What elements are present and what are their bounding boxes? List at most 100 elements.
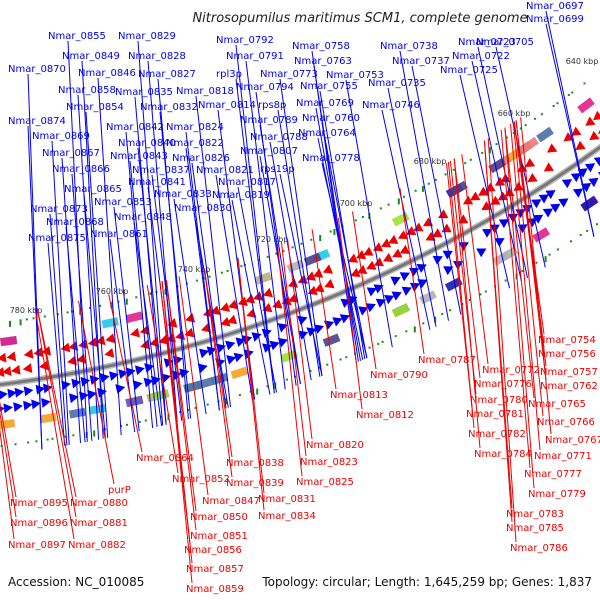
reverse-gene-label: Nmar_0825 (296, 477, 354, 488)
reverse-gene-label: Nmar_0834 (258, 511, 316, 522)
reverse-leader-line (352, 211, 377, 370)
forward-gene-arrow (332, 317, 343, 327)
label-leader-lines (0, 10, 595, 584)
forward-gene-label: Nmar_0822 (166, 138, 224, 149)
gc-mark (66, 311, 69, 314)
forward-gene-arrow (277, 337, 288, 348)
forward-gene-arrow (269, 340, 280, 351)
forward-gene-arrow (561, 179, 573, 189)
forward-leader-line (345, 79, 393, 348)
forward-leader-line (109, 238, 136, 433)
tick-label: 780 kbp (10, 306, 43, 315)
reverse-gene-arrow (130, 327, 140, 338)
forward-gene-label: Nmar_0827 (138, 69, 196, 80)
reverse-gene-arrow (219, 302, 230, 312)
reverse-leader-line (36, 308, 77, 518)
reverse-gene-label: Nmar_0783 (506, 509, 564, 520)
forward-gene-arrow (118, 369, 129, 379)
gc-mark (405, 330, 408, 333)
forward-gene-label: Nmar_0778 (302, 153, 360, 164)
cog-feature-box (532, 227, 551, 243)
forward-gene-arrow (391, 291, 402, 301)
reverse-gene-label: Nmar_0766 (537, 417, 595, 428)
reverse-gene-label: Nmar_0895 (10, 498, 68, 509)
reverse-leader-line (453, 158, 481, 449)
forward-gene-arrow (144, 363, 155, 373)
forward-gene-arrow (340, 298, 351, 308)
gc-mark (195, 279, 198, 282)
forward-gene-arrow (572, 188, 584, 198)
forward-gene-arrow (35, 384, 46, 395)
forward-gene-arrow (581, 183, 592, 193)
forward-gene-label: Nmar_0819 (212, 190, 270, 201)
gc-mark (557, 248, 559, 251)
forward-gene-label: Nmar_0855 (48, 31, 106, 42)
reverse-leader-line (510, 123, 541, 451)
gc-mark (72, 434, 75, 437)
cog-feature-box (0, 336, 17, 347)
reverse-gene-label: Nmar_0847 (202, 496, 260, 507)
forward-gene-label: Nmar_0746 (362, 100, 420, 111)
cog-feature-box (391, 303, 410, 318)
reverse-gene-arrow (524, 158, 536, 168)
forward-gene-arrow (14, 387, 25, 398)
forward-gene-arrow (365, 303, 376, 313)
reverse-gene-label: Nmar_0771 (534, 451, 592, 462)
forward-gene-label: Nmar_0835 (115, 87, 173, 98)
reverse-gene-label: Nmar_0897 (8, 540, 66, 551)
forward-leader-line (399, 50, 449, 321)
forward-gene-arrow (550, 203, 561, 213)
gc-mark (220, 271, 223, 274)
forward-gene-arrow (542, 208, 553, 218)
forward-gene-arrow (375, 298, 386, 308)
forward-leader-line (67, 40, 88, 442)
reverse-gene-label: Nmar_0781 (466, 409, 524, 420)
gc-mark (206, 403, 209, 406)
gc-mark (46, 438, 49, 441)
reverse-gene-arrow (413, 222, 424, 232)
forward-gene-arrow (197, 363, 208, 374)
forward-gene-label: Nmar_0755 (300, 81, 358, 92)
reverse-gene-arrow (262, 287, 273, 298)
gc-mark (225, 398, 227, 405)
gc-mark (164, 288, 167, 295)
gc-mark (548, 253, 551, 256)
gc-mark (93, 430, 96, 437)
forward-gene-arrow (558, 198, 569, 208)
reverse-gene-arrow (470, 191, 481, 201)
reverse-gene-arrow (104, 348, 115, 358)
cog-feature-box (230, 366, 249, 380)
forward-gene-arrow (401, 286, 412, 296)
forward-gene-arrow (507, 213, 519, 223)
forward-leader-line (51, 140, 70, 446)
forward-gene-label: Nmar_0794 (236, 82, 294, 93)
forward-gene-label: Nmar_0705 (476, 37, 534, 48)
gc-mark (505, 136, 508, 139)
forward-gene-label: Nmar_0874 (8, 116, 66, 127)
reverse-gene-arrow (220, 316, 231, 327)
forward-gene-label: Nmar_0697 (526, 1, 584, 12)
reverse-leader-line (78, 300, 115, 485)
gc-mark (504, 279, 507, 282)
forward-gene-label: Nmar_0764 (298, 128, 356, 139)
reverse-gene-arrow (399, 244, 410, 254)
forward-leader-line (85, 111, 109, 438)
gc-mark (149, 292, 152, 295)
reverse-leader-line (447, 161, 475, 429)
gc-mark (434, 178, 437, 181)
reverse-leader-line (203, 268, 233, 478)
reverse-gene-arrow (547, 143, 558, 153)
reverse-gene-arrow (105, 333, 116, 344)
forward-gene-arrow (384, 295, 395, 305)
forward-leader-line (193, 212, 229, 408)
reverse-leader-line (487, 138, 517, 543)
forward-leader-line (97, 77, 122, 436)
forward-leader-line (27, 125, 43, 450)
forward-gene-label: Nmar_0837 (132, 165, 190, 176)
reverse-gene-label: Nmar_0882 (68, 540, 126, 551)
forward-leader-line (313, 65, 359, 362)
cog-feature-box (125, 395, 143, 408)
gc-mark (484, 290, 487, 293)
forward-leader-line (151, 174, 183, 421)
